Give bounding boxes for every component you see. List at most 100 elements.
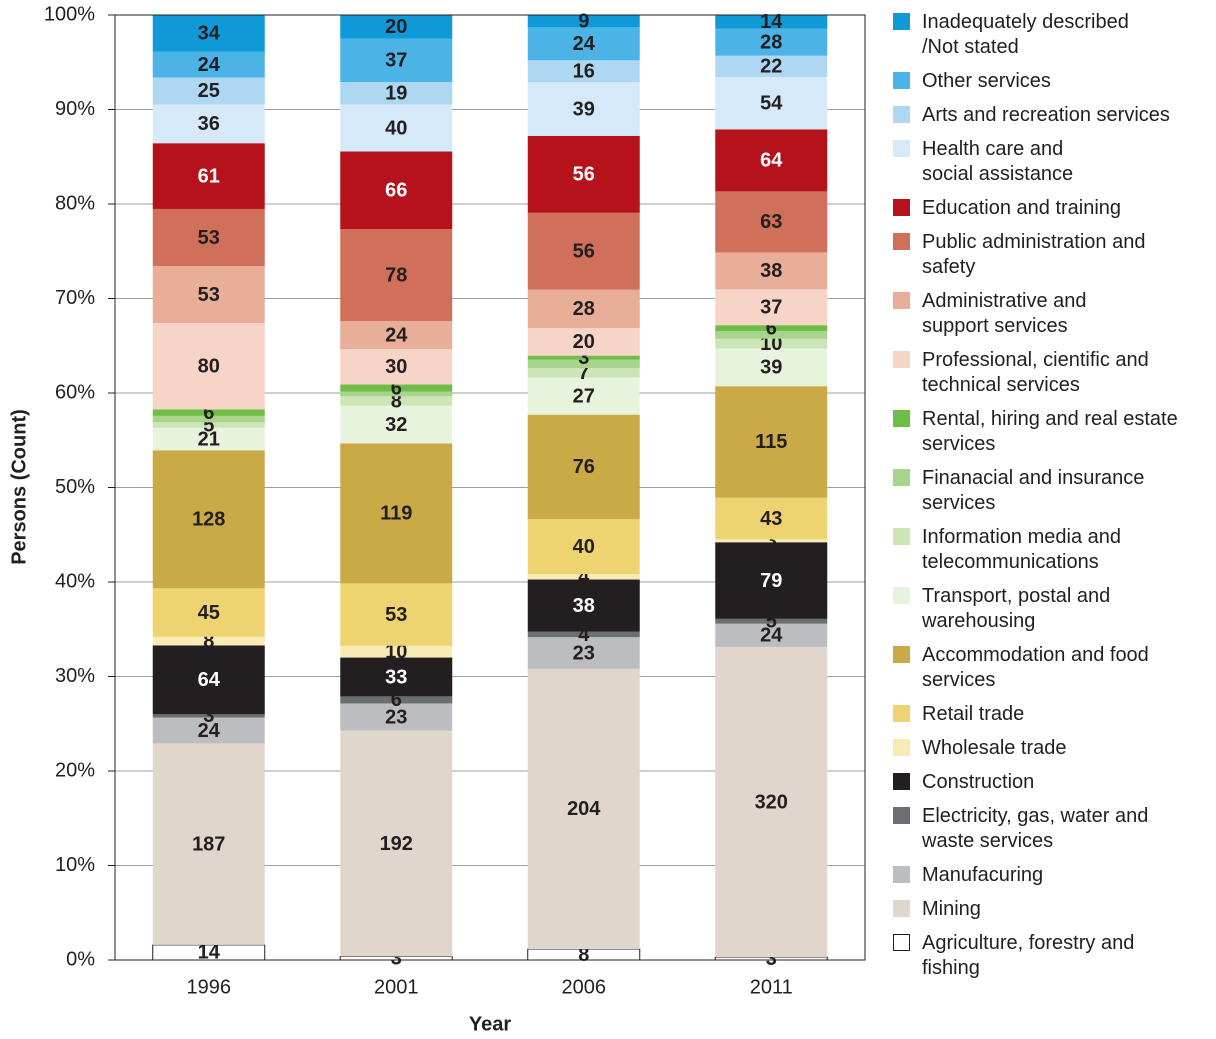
data-label: 33 bbox=[385, 666, 407, 688]
legend-swatch bbox=[893, 13, 910, 30]
data-label: 7 bbox=[578, 362, 589, 384]
legend-swatch bbox=[893, 739, 910, 756]
x-tick-label: 2001 bbox=[374, 976, 419, 998]
legend-item: Finanacial and insurance services bbox=[893, 466, 1213, 516]
bar-segment bbox=[715, 77, 828, 130]
bar-segment bbox=[715, 28, 828, 56]
bar-segment bbox=[340, 396, 453, 406]
bar-segment bbox=[715, 497, 828, 540]
data-label: 204 bbox=[567, 798, 601, 820]
bar-segment bbox=[715, 15, 828, 29]
bar-segment bbox=[527, 355, 640, 360]
data-label: 53 bbox=[385, 604, 407, 626]
data-label: 14 bbox=[760, 11, 783, 33]
data-label: 39 bbox=[760, 357, 782, 379]
legend-item: Wholesale trade bbox=[893, 736, 1213, 761]
data-label: 6 bbox=[391, 377, 402, 399]
data-label: 37 bbox=[385, 50, 407, 72]
data-label: 187 bbox=[192, 833, 225, 855]
bar-segment bbox=[152, 422, 265, 428]
data-label: 9 bbox=[578, 10, 589, 32]
legend-swatch bbox=[893, 106, 910, 123]
bar-segment bbox=[715, 539, 828, 543]
data-label: 36 bbox=[198, 113, 220, 135]
bar-segment bbox=[152, 409, 265, 416]
bar-segment bbox=[715, 129, 828, 192]
data-label: 8 bbox=[578, 944, 589, 966]
y-tick-label: 50% bbox=[55, 476, 95, 498]
legend-item: Public administration and safety bbox=[893, 230, 1213, 280]
bar-segment bbox=[527, 289, 640, 329]
bar-segment bbox=[152, 51, 265, 78]
data-label: 27 bbox=[573, 385, 595, 407]
bar-segment bbox=[527, 15, 640, 28]
data-label: 32 bbox=[385, 414, 407, 436]
y-tick-label: 40% bbox=[55, 570, 95, 592]
legend-item: Health care and social assistance bbox=[893, 137, 1213, 187]
bar-segment bbox=[527, 212, 640, 290]
y-tick-label: 80% bbox=[55, 192, 95, 214]
legend-swatch bbox=[893, 934, 910, 951]
legend-item: Electricity, gas, water and waste servic… bbox=[893, 804, 1213, 854]
x-tick-label: 1996 bbox=[187, 976, 232, 998]
bar-segment bbox=[715, 191, 828, 253]
bar-segment bbox=[340, 15, 453, 39]
data-label: 3 bbox=[391, 948, 402, 970]
data-label: 16 bbox=[573, 61, 595, 83]
data-label: 115 bbox=[755, 431, 787, 453]
legend-swatch bbox=[893, 587, 910, 604]
data-label: 8 bbox=[203, 630, 214, 652]
legend-swatch bbox=[893, 72, 910, 89]
legend-swatch bbox=[893, 807, 910, 824]
data-label: 23 bbox=[385, 706, 407, 728]
legend-label: Health care and social assistance bbox=[922, 138, 1074, 185]
legend: Inadequately described /Not stated Other … bbox=[893, 10, 1213, 990]
data-label: 8 bbox=[391, 390, 402, 412]
y-tick-label: 30% bbox=[55, 665, 95, 687]
data-label: 80 bbox=[198, 356, 220, 378]
x-tick-label: 2011 bbox=[750, 976, 793, 998]
bar-segment bbox=[340, 229, 453, 321]
data-label: 64 bbox=[198, 669, 221, 691]
data-label: 61 bbox=[198, 165, 220, 187]
bar-segment bbox=[152, 104, 265, 144]
data-label: 192 bbox=[380, 833, 413, 855]
legend-item: Construction bbox=[893, 770, 1213, 795]
legend-label: Retail trade bbox=[922, 703, 1025, 725]
legend-swatch bbox=[893, 292, 910, 309]
data-label: 40 bbox=[385, 117, 407, 139]
bar-segment bbox=[527, 631, 640, 638]
legend-item: Professional, cientific and technical se… bbox=[893, 348, 1213, 398]
data-label: 24 bbox=[760, 625, 783, 647]
legend-label: Information media and telecommunications bbox=[922, 526, 1122, 573]
bar-segment bbox=[340, 657, 453, 697]
bar-segment bbox=[152, 588, 265, 637]
bar-segment bbox=[152, 266, 265, 324]
legend-label: Finanacial and insurance services bbox=[922, 467, 1145, 514]
legend-label: Inadequately described /Not stated bbox=[922, 11, 1129, 58]
bar-segment bbox=[715, 289, 828, 326]
data-label: 53 bbox=[198, 284, 220, 306]
data-label: 28 bbox=[760, 31, 782, 53]
bar-segment bbox=[527, 414, 640, 520]
legend-label: Administrative and support services bbox=[922, 290, 1087, 337]
bar-segment bbox=[715, 618, 828, 624]
legend-item: Accommodation and food services bbox=[893, 643, 1213, 693]
data-label: 14 bbox=[198, 942, 221, 964]
legend-label: Agriculture, forestry and fishing bbox=[922, 932, 1135, 979]
bar-segment bbox=[340, 703, 453, 731]
bar-segment bbox=[340, 82, 453, 105]
legend-label: Other services bbox=[922, 70, 1051, 92]
plot-frame bbox=[114, 14, 866, 961]
data-label: 56 bbox=[573, 164, 595, 186]
data-label: 20 bbox=[385, 16, 407, 38]
y-tick-label: 70% bbox=[55, 287, 95, 309]
data-label: 24 bbox=[198, 720, 221, 742]
bar-segment bbox=[152, 427, 265, 451]
legend-label: Public administration and safety bbox=[922, 231, 1146, 278]
legend-label: Arts and recreation services bbox=[922, 104, 1170, 126]
bar-segment bbox=[152, 323, 265, 410]
bar-segment bbox=[152, 636, 265, 646]
y-axis-label: Persons (Count) bbox=[8, 409, 30, 565]
y-tick-label: 100% bbox=[44, 3, 95, 25]
